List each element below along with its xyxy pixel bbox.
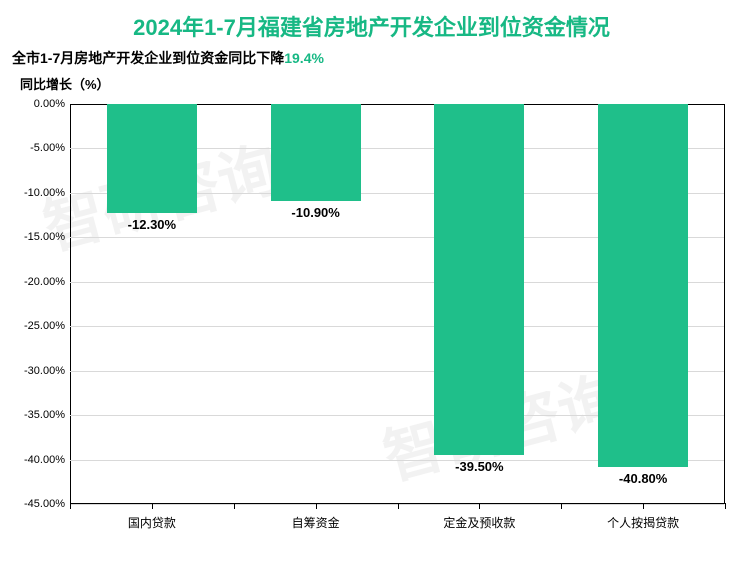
y-tick-label: -20.00% bbox=[5, 276, 65, 288]
y-tick-label: -30.00% bbox=[5, 365, 65, 377]
x-tick-label: 自筹资金 bbox=[292, 514, 340, 531]
plot-area: -12.30%国内贷款-10.90%自筹资金-39.50%定金及预收款-40.8… bbox=[70, 104, 725, 504]
y-tick-label: -40.00% bbox=[5, 454, 65, 466]
x-tick-mark bbox=[479, 503, 480, 509]
subtitle-value: 19.4% bbox=[284, 50, 324, 66]
bar-value-label: -10.90% bbox=[291, 205, 339, 220]
bar bbox=[434, 104, 524, 455]
chart-subtitle: 全市1-7月房地产开发企业到位资金同比下降19.4% bbox=[0, 42, 743, 70]
x-tick-mark bbox=[316, 503, 317, 509]
x-tick-mark bbox=[70, 503, 71, 509]
y-tick-label: 0.00% bbox=[5, 98, 65, 110]
y-axis-title: 同比增长（%） bbox=[0, 70, 743, 93]
x-tick-label: 定金及预收款 bbox=[443, 514, 515, 531]
y-tick-label: -35.00% bbox=[5, 409, 65, 421]
x-tick-label: 个人按揭贷款 bbox=[607, 514, 679, 531]
bar bbox=[598, 104, 688, 467]
y-tick-label: -15.00% bbox=[5, 231, 65, 243]
y-tick-label: -5.00% bbox=[5, 142, 65, 154]
bar-value-label: -12.30% bbox=[128, 217, 176, 232]
y-tick-label: -25.00% bbox=[5, 320, 65, 332]
x-tick-mark bbox=[643, 503, 644, 509]
bar-value-label: -40.80% bbox=[619, 471, 667, 486]
x-tick-mark bbox=[725, 503, 726, 509]
chart-container: 智研咨询 智研咨询 2024年1-7月福建省房地产开发企业到位资金情况 全市1-… bbox=[0, 0, 743, 567]
bar bbox=[271, 104, 361, 201]
x-tick-mark bbox=[398, 503, 399, 509]
chart-title: 2024年1-7月福建省房地产开发企业到位资金情况 bbox=[0, 0, 743, 42]
x-tick-mark bbox=[234, 503, 235, 509]
bar bbox=[107, 104, 197, 213]
x-tick-mark bbox=[152, 503, 153, 509]
x-tick-label: 国内贷款 bbox=[128, 514, 176, 531]
y-tick-label: -45.00% bbox=[5, 498, 65, 510]
subtitle-prefix: 全市1-7月房地产开发企业到位资金同比下降 bbox=[12, 50, 284, 66]
y-tick-label: -10.00% bbox=[5, 187, 65, 199]
x-tick-mark bbox=[561, 503, 562, 509]
bar-value-label: -39.50% bbox=[455, 459, 503, 474]
